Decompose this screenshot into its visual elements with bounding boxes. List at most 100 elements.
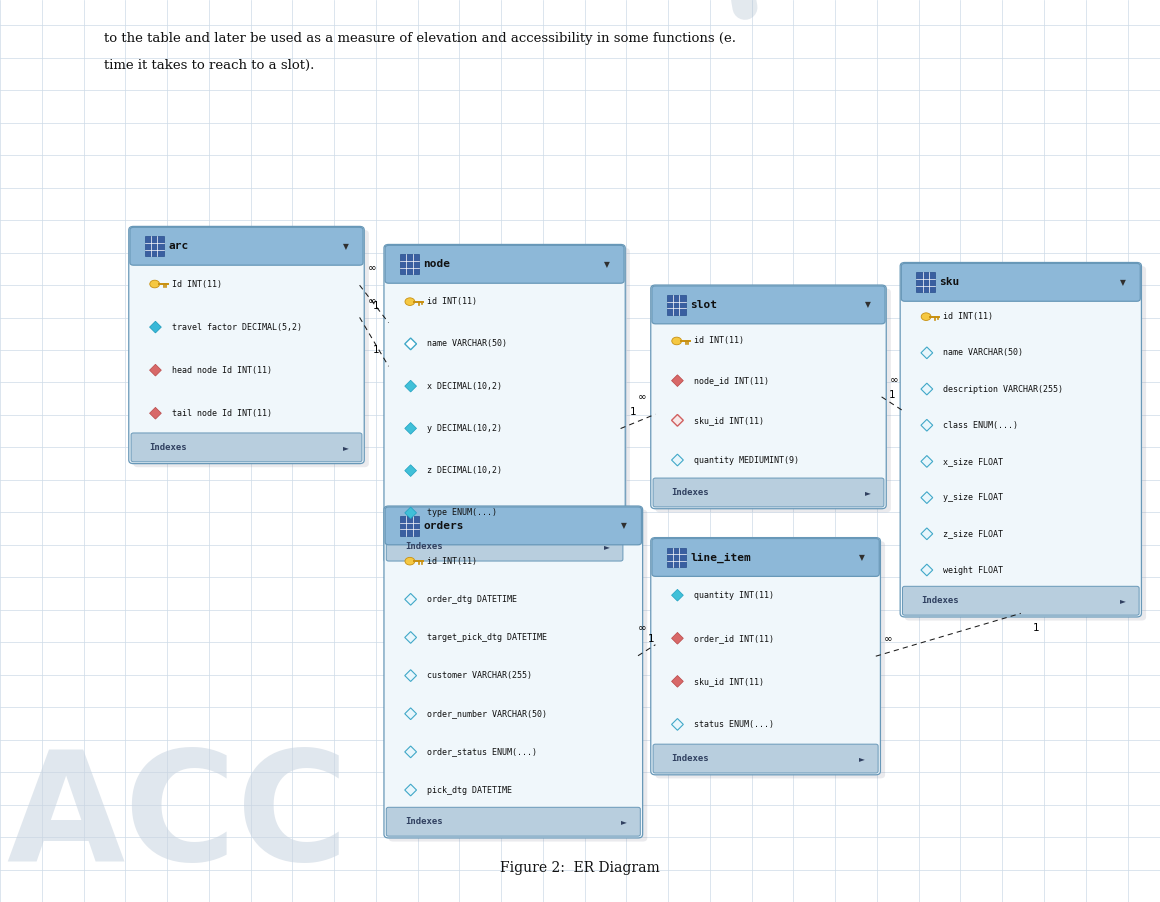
Polygon shape [405,784,416,796]
Text: id INT(11): id INT(11) [694,336,744,345]
FancyBboxPatch shape [129,226,364,464]
FancyBboxPatch shape [131,433,362,462]
Polygon shape [672,375,683,386]
Text: quantity MEDIUMINT(9): quantity MEDIUMINT(9) [694,456,799,465]
FancyBboxPatch shape [655,289,891,512]
FancyBboxPatch shape [652,286,885,324]
FancyBboxPatch shape [385,507,641,545]
Text: description VARCHAR(255): description VARCHAR(255) [943,384,1063,393]
Bar [667,295,686,315]
Text: target_pick_dtg DATETIME: target_pick_dtg DATETIME [427,633,546,642]
Text: arc: arc [168,241,188,252]
Text: travel factor DECIMAL(5,2): travel factor DECIMAL(5,2) [172,323,302,332]
Text: 1: 1 [1032,623,1039,633]
Polygon shape [150,364,161,376]
FancyBboxPatch shape [653,744,878,773]
Polygon shape [921,383,933,395]
Polygon shape [921,528,933,539]
Text: x DECIMAL(10,2): x DECIMAL(10,2) [427,382,502,391]
Text: order_dtg DATETIME: order_dtg DATETIME [427,594,517,603]
Text: y_size FLOAT: y_size FLOAT [943,493,1003,502]
Text: sku: sku [940,277,959,288]
Polygon shape [672,455,683,466]
Text: Indexes: Indexes [672,754,709,763]
FancyBboxPatch shape [385,245,624,283]
Text: ∞: ∞ [884,634,893,644]
Polygon shape [921,492,933,503]
Text: slot: slot [690,299,717,310]
Text: Figure 2:  ER Diagram: Figure 2: ER Diagram [500,861,660,875]
Text: orders: orders [423,520,464,531]
Text: order_number VARCHAR(50): order_number VARCHAR(50) [427,709,546,718]
Text: y DECIMAL(10,2): y DECIMAL(10,2) [427,424,502,433]
Polygon shape [405,422,416,434]
FancyBboxPatch shape [386,532,623,561]
Text: 1: 1 [647,634,654,644]
FancyBboxPatch shape [389,248,630,566]
Polygon shape [672,676,683,687]
Polygon shape [150,408,161,419]
FancyBboxPatch shape [901,263,1140,301]
Text: ∞: ∞ [638,623,647,633]
Text: ▼: ▼ [603,260,610,269]
Text: 1: 1 [630,407,637,417]
Text: z_size FLOAT: z_size FLOAT [943,529,1003,538]
Polygon shape [672,415,683,426]
FancyBboxPatch shape [133,230,369,467]
FancyBboxPatch shape [651,285,886,509]
Text: name VARCHAR(50): name VARCHAR(50) [943,348,1023,357]
Text: sku_id INT(11): sku_id INT(11) [694,676,763,686]
Text: ▼: ▼ [864,300,871,309]
FancyBboxPatch shape [651,538,880,775]
Text: 1: 1 [372,345,379,354]
FancyBboxPatch shape [386,807,640,836]
Polygon shape [405,631,416,643]
Text: ∞: ∞ [890,375,899,385]
Text: ►: ► [621,817,628,826]
Polygon shape [405,381,416,392]
Polygon shape [405,669,416,682]
Text: id INT(11): id INT(11) [427,557,477,566]
Text: node_id INT(11): node_id INT(11) [694,376,769,385]
FancyBboxPatch shape [130,227,363,265]
Polygon shape [405,708,416,720]
Text: order_id INT(11): order_id INT(11) [694,634,774,643]
Text: id INT(11): id INT(11) [427,297,477,306]
Text: id INT(11): id INT(11) [943,312,993,321]
Text: ▼: ▼ [342,242,349,251]
Text: tail node Id INT(11): tail node Id INT(11) [172,409,271,418]
Bar [400,516,419,536]
Polygon shape [672,589,683,601]
Text: time it takes to reach to a slot).: time it takes to reach to a slot). [104,59,314,71]
Text: type ENUM(...): type ENUM(...) [427,509,496,518]
FancyBboxPatch shape [653,478,884,507]
Text: pick_dtg DATETIME: pick_dtg DATETIME [427,786,512,795]
Polygon shape [921,419,933,431]
FancyBboxPatch shape [389,510,647,842]
Text: Indexes: Indexes [921,596,958,605]
Text: class ENUM(...): class ENUM(...) [943,420,1018,429]
FancyBboxPatch shape [384,244,625,563]
Text: node: node [423,259,450,270]
FancyBboxPatch shape [905,266,1146,621]
Polygon shape [405,746,416,758]
Text: to the table and later be used as a measure of elevation and accessibility in so: to the table and later be used as a meas… [104,32,737,44]
Text: Id INT(11): Id INT(11) [172,280,222,289]
Polygon shape [921,564,933,575]
FancyBboxPatch shape [384,506,643,838]
Polygon shape [921,347,933,359]
Text: name VARCHAR(50): name VARCHAR(50) [427,339,507,348]
Bar [400,254,419,274]
Bar [145,236,164,256]
Text: head node Id INT(11): head node Id INT(11) [172,365,271,374]
Text: line_item: line_item [690,552,751,563]
Text: Indexes: Indexes [150,443,187,452]
Text: 1: 1 [372,301,379,311]
Text: order_status ENUM(...): order_status ENUM(...) [427,748,537,757]
Text: ►: ► [603,542,610,551]
Polygon shape [405,465,416,476]
Circle shape [150,281,160,288]
Text: ∞: ∞ [368,296,377,306]
Text: Indexes: Indexes [672,488,709,497]
Text: Indexes: Indexes [405,817,442,826]
